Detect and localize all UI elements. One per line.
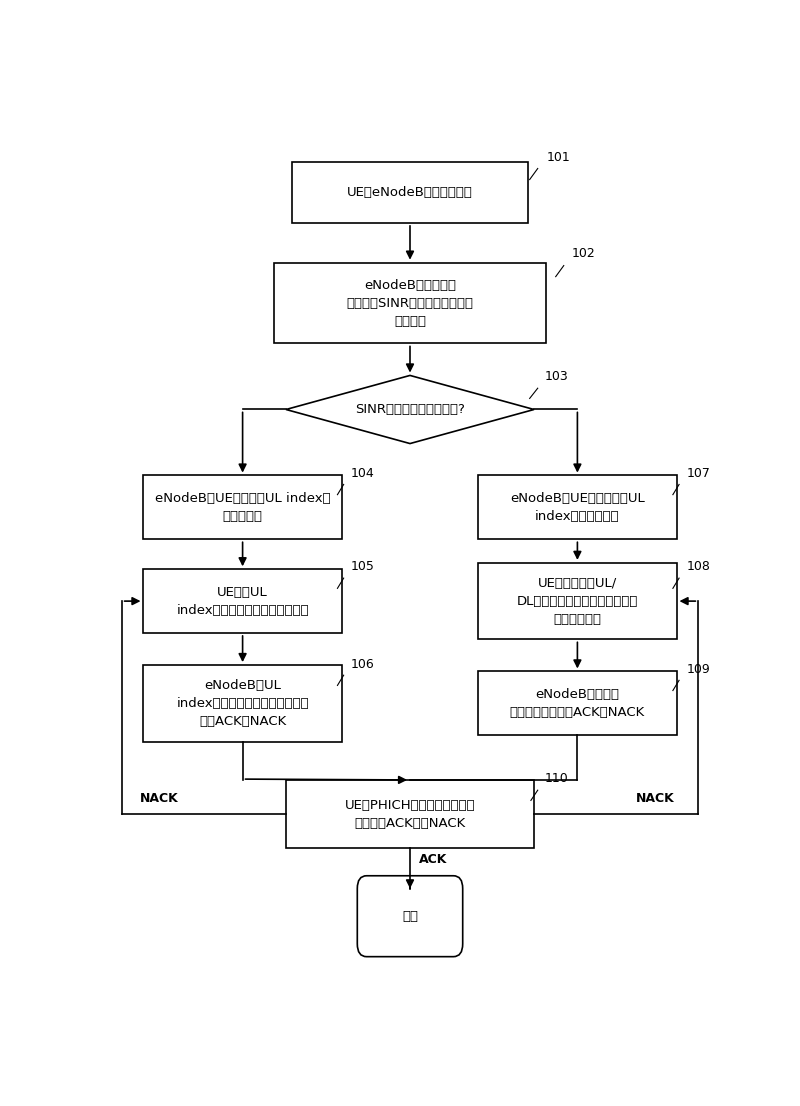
FancyBboxPatch shape [143, 476, 342, 540]
Text: UE根据当前的UL/
DL配置采用相应的上行子帧绑定
方案上传数据: UE根据当前的UL/ DL配置采用相应的上行子帧绑定 方案上传数据 [517, 576, 638, 626]
FancyBboxPatch shape [143, 665, 342, 742]
Text: NACK: NACK [139, 793, 178, 805]
Text: 106: 106 [351, 658, 375, 671]
FancyBboxPatch shape [286, 780, 534, 848]
Text: eNodeB将调度请求
中包含的SINR值与信噪比门限值
进行比较: eNodeB将调度请求 中包含的SINR值与信噪比门限值 进行比较 [346, 279, 474, 327]
Text: eNodeB对UL
index域指定的所有上行子帧分别
反馈ACK或NACK: eNodeB对UL index域指定的所有上行子帧分别 反馈ACK或NACK [176, 679, 309, 728]
Text: eNodeB对绑定的
上行子帧反馈一个ACK或NACK: eNodeB对绑定的 上行子帧反馈一个ACK或NACK [510, 688, 645, 719]
Text: NACK: NACK [635, 793, 674, 805]
Text: UE向eNodeB发送调度请求: UE向eNodeB发送调度请求 [347, 186, 473, 199]
Text: 109: 109 [686, 664, 710, 676]
Text: 105: 105 [351, 560, 375, 573]
Text: 108: 108 [686, 560, 710, 573]
Text: 结束: 结束 [402, 910, 418, 922]
Polygon shape [286, 375, 534, 444]
Text: ACK: ACK [419, 854, 448, 866]
FancyBboxPatch shape [478, 671, 677, 735]
Text: 103: 103 [545, 371, 569, 383]
FancyBboxPatch shape [478, 563, 677, 639]
Text: eNodeB向UE发送包含UL index域
的上行授权: eNodeB向UE发送包含UL index域 的上行授权 [154, 492, 330, 523]
Text: eNodeB向UE发送不包含UL
index域的上行授权: eNodeB向UE发送不包含UL index域的上行授权 [510, 492, 645, 523]
FancyBboxPatch shape [358, 876, 462, 957]
Text: SINR值大于信噪比门限值?: SINR值大于信噪比门限值? [355, 403, 465, 416]
Text: 104: 104 [351, 467, 375, 480]
Text: 101: 101 [546, 152, 570, 164]
FancyBboxPatch shape [478, 476, 677, 540]
FancyBboxPatch shape [292, 161, 528, 223]
Text: 110: 110 [545, 772, 569, 785]
Text: UE对PHICH进行解码，判断接
收到的是ACK还是NACK: UE对PHICH进行解码，判断接 收到的是ACK还是NACK [345, 799, 475, 830]
FancyBboxPatch shape [274, 262, 546, 344]
Text: 107: 107 [686, 467, 710, 480]
Text: 102: 102 [571, 248, 595, 261]
Text: UE使用UL
index域指定的上行子帧上传数据: UE使用UL index域指定的上行子帧上传数据 [176, 585, 309, 617]
FancyBboxPatch shape [143, 570, 342, 633]
